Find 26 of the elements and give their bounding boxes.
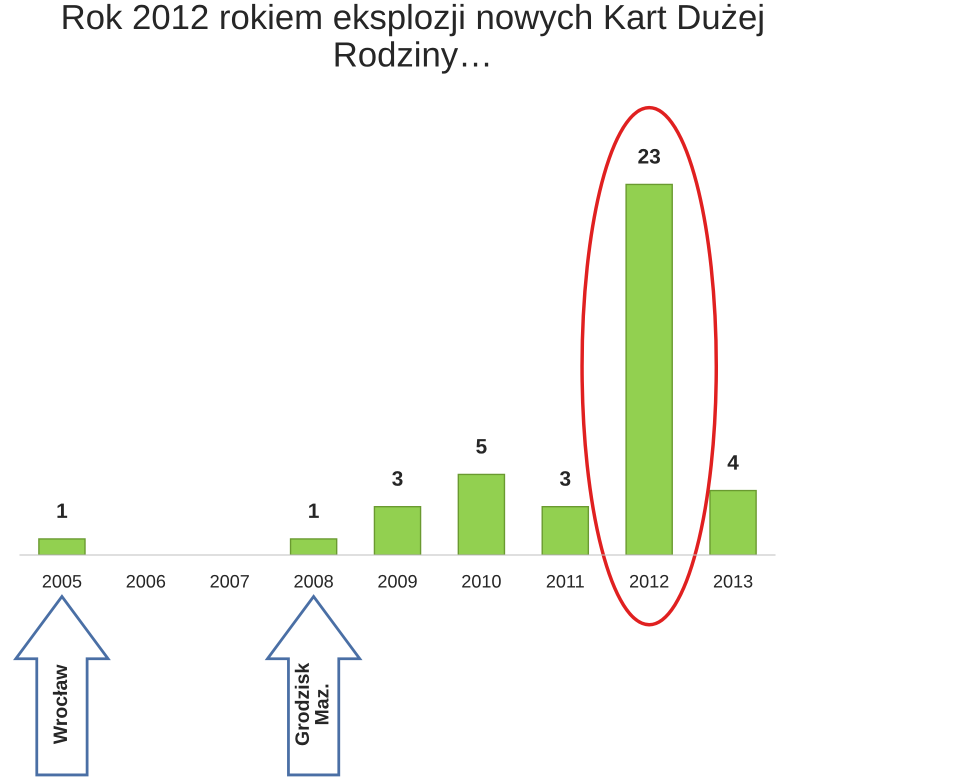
x-tick-label: 2005: [42, 574, 82, 588]
data-label: 1: [309, 504, 319, 518]
bar: [458, 474, 506, 555]
x-tick-label: 2009: [378, 574, 417, 588]
x-tick-label: 2012: [630, 574, 668, 588]
text: Grodzisk Maz.: [294, 662, 329, 746]
bar: [709, 490, 757, 555]
data-label: 1: [57, 504, 68, 518]
bar: [625, 184, 673, 555]
bar: [38, 538, 86, 555]
x-tick-label: 2011: [546, 574, 584, 588]
chart-title: Rok 2012 rokiem eksplozji nowych Kart Dużej Rodziny…: [63, 4, 763, 74]
x-tick-label: 2010: [462, 574, 501, 588]
bar: [290, 538, 338, 555]
bar: [542, 506, 590, 555]
bar: [374, 506, 422, 555]
text: Wrocław: [52, 664, 68, 744]
data-label: 3: [392, 471, 403, 486]
x-tick-label: 2006: [126, 574, 166, 588]
data-label: 4: [728, 455, 739, 470]
data-label: 3: [560, 471, 570, 486]
x-tick-label: 2013: [714, 574, 752, 588]
x-tick-label: 2007: [210, 574, 249, 588]
data-label: 23: [638, 148, 660, 164]
data-label: 5: [476, 439, 487, 454]
x-tick-label: 2008: [294, 574, 333, 588]
